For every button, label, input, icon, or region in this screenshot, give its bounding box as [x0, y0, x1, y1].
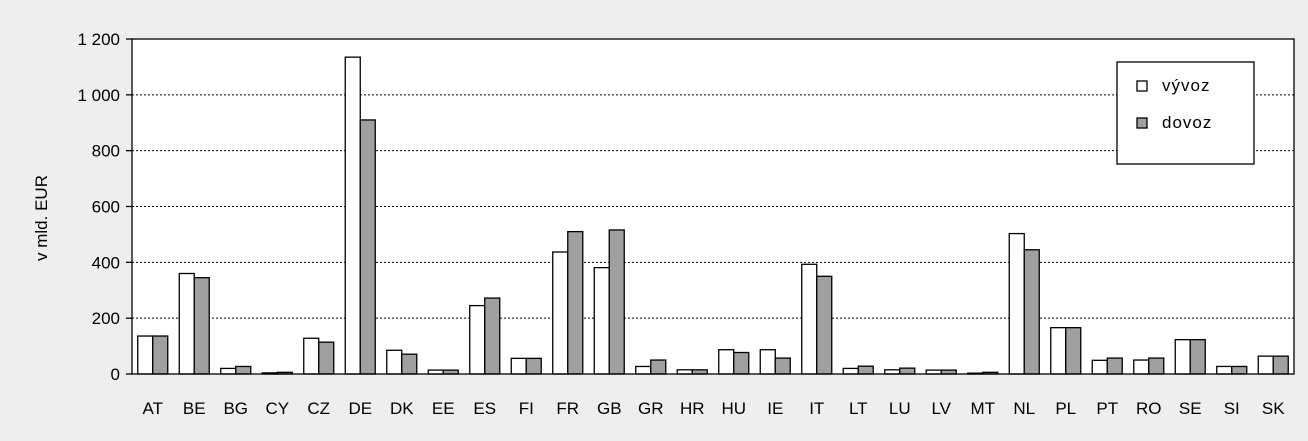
bar-dovoz-de [359, 119, 376, 375]
bar-vyvoz-si [1216, 365, 1233, 375]
bar-dovoz-gr [650, 359, 667, 375]
bar-dovoz-sk [1272, 355, 1289, 375]
bar-dovoz-lt [857, 365, 874, 375]
x-tick-label: CZ [307, 399, 330, 418]
x-tick-label: SI [1224, 399, 1240, 418]
x-tick-label: RO [1136, 399, 1162, 418]
x-tick-label: SK [1262, 399, 1285, 418]
bar-vyvoz-gb [593, 266, 610, 375]
bar-dovoz-lu [899, 367, 916, 375]
bar-dovoz-nl [1023, 249, 1040, 375]
x-tick-label: GB [597, 399, 622, 418]
bar-dovoz-gb [608, 229, 625, 375]
x-tick-label: HU [721, 399, 746, 418]
x-tick-label: MT [970, 399, 995, 418]
y-axis-label: v mld. EUR [32, 175, 51, 261]
bar-dovoz-bg [235, 365, 252, 375]
y-tick-label: 400 [92, 253, 120, 272]
x-tick-label: BE [183, 399, 206, 418]
x-tick-label: SE [1179, 399, 1202, 418]
legend-label-dovoz: dovoz [1162, 113, 1212, 132]
bar-dovoz-hu [733, 351, 750, 375]
bar-vyvoz-dk [386, 349, 403, 375]
bar-vyvoz-sk [1257, 355, 1274, 375]
bar-vyvoz-gr [635, 365, 652, 375]
legend-box [1116, 61, 1255, 165]
x-tick-label: HR [680, 399, 705, 418]
bar-dovoz-fr [567, 230, 584, 375]
bar-vyvoz-de [344, 56, 361, 375]
bar-dovoz-si [1231, 365, 1248, 375]
x-tick-label: GR [638, 399, 664, 418]
x-tick-label: CY [265, 399, 289, 418]
bar-vyvoz-bg [220, 367, 237, 375]
bar-dovoz-dk [401, 353, 418, 375]
bar-dovoz-it [816, 275, 833, 375]
bar-dovoz-be [193, 277, 210, 375]
y-tick-label: 1 200 [77, 30, 120, 49]
bar-vyvoz-fr [552, 251, 569, 375]
legend-swatch-dovoz [1136, 117, 1148, 129]
bar-vyvoz-ro [1133, 359, 1150, 375]
bar-vyvoz-it [801, 263, 818, 375]
bar-vyvoz-nl [1008, 232, 1025, 375]
bar-vyvoz-se [1174, 339, 1191, 375]
bar-vyvoz-be [178, 272, 195, 375]
bar-dovoz-ie [774, 357, 791, 375]
x-tick-label: LT [849, 399, 868, 418]
x-tick-label: DE [348, 399, 372, 418]
bar-vyvoz-lt [842, 367, 859, 375]
bar-dovoz-pt [1106, 357, 1123, 375]
x-tick-label: FR [556, 399, 579, 418]
bar-vyvoz-at [137, 335, 154, 375]
y-axis: 0 200 400 600 800 1 000 1 200 [77, 30, 132, 384]
bar-vyvoz-hu [718, 349, 735, 375]
x-tick-label: IT [809, 399, 824, 418]
x-tick-label: LU [889, 399, 911, 418]
legend-label-vyvoz: vývoz [1162, 76, 1210, 95]
x-tick-label: NL [1013, 399, 1035, 418]
y-tick-label: 800 [92, 142, 120, 161]
legend: vývoz dovoz [1116, 61, 1255, 165]
bar-vyvoz-cz [303, 337, 320, 375]
legend-swatch-vyvoz [1136, 80, 1148, 92]
x-tick-label: EE [432, 399, 455, 418]
x-axis: AT BE BG CY CZ DE DK EE ES FI FR GB GR HR HU IE IT LT LU LV… [143, 399, 1286, 418]
y-tick-label: 1 000 [77, 86, 120, 105]
x-tick-label: DK [390, 399, 414, 418]
x-tick-label: PL [1055, 399, 1076, 418]
bar-dovoz-se [1189, 339, 1206, 375]
y-tick-label: 600 [92, 198, 120, 217]
bar-dovoz-at [152, 335, 169, 375]
x-tick-label: PT [1096, 399, 1118, 418]
x-tick-label: IE [767, 399, 783, 418]
bar-vyvoz-pt [1091, 359, 1108, 375]
bar-vyvoz-ie [759, 349, 776, 375]
bar-dovoz-ro [1148, 357, 1165, 375]
bar-vyvoz-fi [510, 357, 527, 375]
y-tick-label: 200 [92, 309, 120, 328]
x-tick-label: FI [519, 399, 534, 418]
y-tick-label: 0 [111, 365, 120, 384]
x-tick-label: ES [473, 399, 496, 418]
x-tick-label: LV [931, 399, 951, 418]
bar-dovoz-es [484, 297, 501, 375]
bar-dovoz-cz [318, 341, 335, 375]
bar-dovoz-fi [525, 357, 542, 375]
x-tick-label: AT [143, 399, 163, 418]
gridlines [132, 94, 1294, 319]
bar-vyvoz-es [469, 304, 486, 375]
x-tick-label: BG [223, 399, 248, 418]
bar-dovoz-pl [1065, 327, 1082, 375]
bar-vyvoz-pl [1050, 327, 1067, 375]
